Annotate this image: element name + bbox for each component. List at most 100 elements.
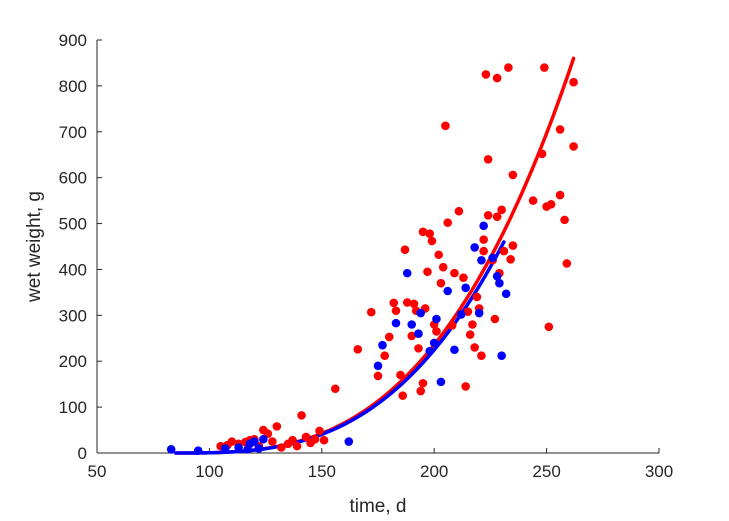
data-point-series-1: [297, 411, 306, 420]
fit-curves: [173, 56, 576, 455]
data-point-series-2: [234, 443, 243, 452]
y-tick-label: 500: [59, 215, 87, 234]
y-tick-label: 900: [59, 31, 87, 50]
data-point-series-1: [391, 306, 401, 316]
data-point-series-1: [268, 437, 277, 446]
data-point-series-1: [315, 426, 324, 436]
data-point-series-1: [508, 241, 518, 250]
data-point-series-1: [490, 314, 500, 324]
data-points: [166, 63, 578, 456]
data-point-series-1: [384, 332, 394, 342]
data-point-series-2: [456, 310, 466, 319]
data-point-series-1: [301, 432, 311, 442]
data-point-series-2: [461, 283, 470, 293]
data-point-series-1: [398, 391, 408, 400]
data-point-series-1: [461, 382, 470, 391]
data-point-series-1: [447, 321, 457, 330]
data-point-series-1: [425, 229, 435, 238]
data-point-series-1: [560, 215, 569, 225]
data-point-series-2: [220, 444, 230, 453]
y-tick-label: 400: [59, 260, 87, 279]
y-tick-label: 700: [59, 123, 87, 142]
data-point-series-1: [418, 378, 428, 388]
data-point-series-1: [537, 149, 547, 159]
data-point-series-1: [277, 443, 286, 452]
data-point-series-2: [193, 446, 203, 456]
y-tick-label: 600: [59, 169, 87, 188]
data-point-series-2: [166, 445, 176, 454]
data-point-series-1: [227, 437, 237, 446]
x-tick-label: 200: [420, 462, 448, 481]
data-point-series-2: [373, 361, 383, 371]
data-point-series-2: [425, 346, 435, 356]
data-point-series-2: [492, 272, 502, 281]
y-axis-label: wet weight, g: [24, 191, 45, 303]
data-point-series-1: [546, 199, 556, 209]
data-point-series-1: [506, 255, 515, 264]
fit-curve-2: [173, 240, 506, 455]
data-point-series-2: [416, 308, 426, 318]
y-tick-label: 200: [59, 352, 87, 371]
data-point-series-1: [423, 267, 432, 277]
data-point-series-2: [407, 320, 417, 329]
data-point-series-1: [569, 142, 578, 151]
data-point-series-1: [477, 351, 486, 361]
data-point-series-1: [434, 250, 444, 260]
data-point-series-1: [497, 205, 506, 215]
data-point-series-1: [432, 327, 441, 336]
data-point-series-2: [259, 434, 268, 444]
data-point-series-1: [416, 386, 426, 396]
x-tick-label: 150: [308, 462, 336, 481]
data-point-series-1: [492, 212, 502, 221]
y-tick-label: 0: [78, 444, 87, 463]
data-point-series-1: [330, 384, 340, 394]
x-tick-label: 50: [88, 462, 107, 481]
data-point-series-1: [418, 227, 428, 237]
x-tick-label: 100: [195, 462, 223, 481]
data-point-series-1: [409, 299, 419, 309]
data-point-series-1: [540, 63, 549, 72]
data-point-series-2: [254, 444, 264, 453]
y-tick-label: 300: [59, 306, 87, 325]
data-point-series-1: [454, 206, 464, 216]
data-point-series-1: [288, 435, 297, 445]
ticks: 50 100 150 200 250 300 0 100 200 300 400 500 600 700 8…: [59, 31, 674, 481]
data-point-series-2: [479, 221, 488, 231]
data-point-series-2: [344, 437, 354, 446]
y-tick-label: 800: [59, 77, 87, 96]
data-point-series-1: [479, 246, 488, 256]
data-point-series-1: [472, 292, 482, 302]
data-point-series-1: [555, 125, 565, 134]
data-point-series-1: [389, 298, 399, 308]
data-point-series-1: [353, 344, 363, 354]
data-point-series-1: [499, 246, 509, 256]
data-point-series-1: [400, 245, 410, 255]
data-point-series-1: [508, 170, 518, 180]
x-tick-label: 250: [532, 462, 560, 481]
data-point-series-1: [492, 73, 502, 83]
data-point-series-1: [427, 236, 437, 246]
x-axis-label: time, d: [349, 496, 406, 517]
data-point-series-1: [459, 273, 468, 283]
data-point-series-1: [441, 121, 450, 131]
data-point-series-2: [378, 340, 387, 350]
data-point-series-2: [414, 329, 423, 338]
data-point-series-1: [310, 434, 320, 444]
data-point-series-1: [468, 320, 477, 329]
data-point-series-1: [380, 351, 390, 361]
data-point-series-2: [495, 278, 504, 288]
data-point-series-1: [402, 298, 412, 307]
data-point-series-1: [450, 268, 459, 278]
data-point-series-2: [443, 286, 452, 296]
data-point-series-1: [443, 218, 452, 227]
data-point-series-2: [488, 253, 497, 263]
data-point-series-2: [477, 255, 486, 265]
data-point-series-1: [555, 190, 565, 200]
y-tick-label: 100: [59, 398, 87, 417]
data-point-series-1: [544, 322, 554, 332]
data-point-series-1: [569, 77, 578, 87]
data-point-series-2: [497, 351, 506, 361]
data-point-series-2: [436, 377, 446, 387]
data-point-series-1: [436, 278, 446, 288]
